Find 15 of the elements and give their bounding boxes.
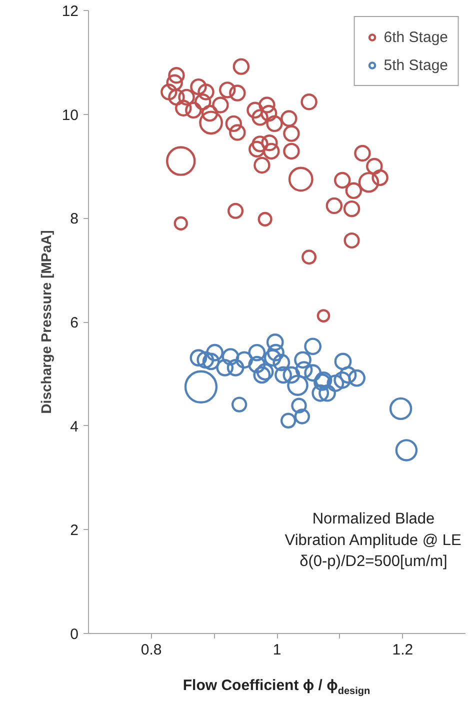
- x-tick-label: 0.8: [140, 642, 162, 658]
- y-axis-title: Discharge Pressure [MPaA]: [38, 230, 54, 414]
- x-tick-label: 1: [272, 642, 282, 658]
- legend-label: 6th Stage: [384, 28, 448, 46]
- y-tick-label: 4: [70, 418, 78, 436]
- y-tick-label: 10: [62, 106, 79, 124]
- y-tick-label: 12: [62, 3, 79, 20]
- y-tick-label: 0: [70, 626, 78, 643]
- y-tick-label: 6: [70, 314, 78, 332]
- y-tick-label: 2: [70, 522, 78, 540]
- annotation: Normalized Blade Vibration Amplitude @ LE δ(0-p)/D2=500[um/m]: [284, 510, 462, 570]
- x-axis-title: Flow Coefficient ϕ / ϕ$_{design}$: [182, 676, 370, 699]
- legend-label: 5th Stage: [384, 56, 448, 74]
- y-tick-label: 8: [70, 210, 78, 228]
- x-tick-label: 1.2: [392, 642, 414, 658]
